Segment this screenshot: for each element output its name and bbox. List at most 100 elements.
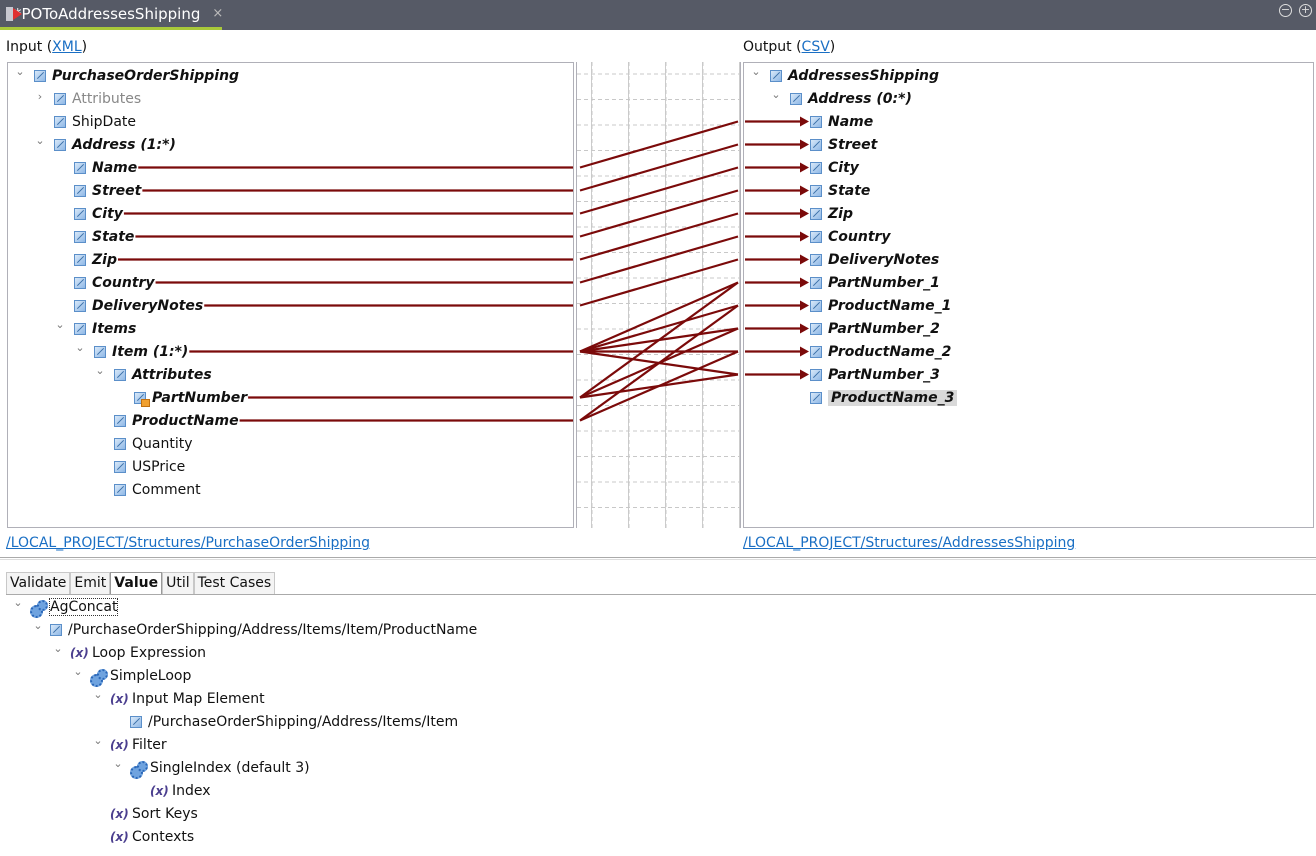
tree-label: DeliveryNotes [828, 251, 940, 268]
tab-validate[interactable]: Validate [6, 572, 71, 595]
tree-row-partnumber[interactable]: PartNumber [134, 386, 247, 409]
tree-row-items[interactable]: ⌄ Items [55, 317, 136, 340]
chevron-down-icon[interactable]: ⌄ [95, 364, 105, 377]
tree-row-name[interactable]: Name [74, 156, 137, 179]
tree-row-ocountry[interactable]: Country [810, 225, 891, 248]
variable-icon: (x) [150, 783, 169, 798]
value-tree-row[interactable]: ⌄ SimpleLoop [73, 664, 191, 687]
chevron-down-icon[interactable]: ⌄ [93, 688, 103, 701]
tree-row-zip[interactable]: Zip [74, 248, 117, 271]
element-icon [54, 138, 66, 151]
output-tree[interactable]: ⌄ AddressesShipping ⌄ Address (0:*) Name Stre… [743, 62, 1314, 528]
close-tab-icon[interactable]: × [212, 6, 224, 21]
chevron-down-icon[interactable]: ⌄ [73, 665, 83, 678]
panel-splitter[interactable] [0, 557, 1316, 560]
tree-row-iattrs[interactable]: ⌄ Attributes [95, 363, 211, 386]
tree-row-pos[interactable]: ⌄ PurchaseOrderShipping [15, 64, 239, 87]
tree-row-shipdate[interactable]: ShipDate [54, 110, 136, 133]
value-tree-row[interactable]: ⌄ AgConcat [13, 595, 119, 618]
element-icon [74, 276, 86, 289]
value-tree[interactable]: ⌄ AgConcat ⌄ /PurchaseOrderShipping/Address… [0, 595, 1316, 856]
tree-label: PartNumber_3 [828, 366, 940, 383]
tree-label: Address (0:*) [808, 90, 912, 107]
tree-row-pn3[interactable]: PartNumber_3 [810, 363, 940, 386]
tree-row-state[interactable]: State [74, 225, 134, 248]
tree-row-street[interactable]: Street [74, 179, 141, 202]
variable-icon: (x) [110, 829, 129, 844]
tree-label: USPrice [132, 458, 186, 475]
input-structure-path-link[interactable]: /LOCAL_PROJECT/Structures/PurchaseOrderS… [6, 535, 370, 551]
tab-emit[interactable]: Emit [70, 572, 111, 595]
tree-row-productname[interactable]: ProductName [114, 409, 239, 432]
tab-test-cases[interactable]: Test Cases [193, 572, 276, 595]
tree-label: Attributes [72, 90, 142, 107]
minimize-icon[interactable]: − [1279, 3, 1292, 17]
tree-row-ozip[interactable]: Zip [810, 202, 853, 225]
chevron-down-icon[interactable]: ⌄ [771, 88, 781, 101]
value-tree-row[interactable]: ⌄ (x) Loop Expression [53, 641, 206, 664]
output-structure-path-link[interactable]: /LOCAL_PROJECT/Structures/AddressesShipp… [743, 535, 1076, 551]
chevron-down-icon[interactable]: ⌄ [93, 734, 103, 747]
tree-row-attrs[interactable]: › Attributes [38, 87, 142, 110]
value-tree-row[interactable]: (x) Sort Keys [110, 802, 198, 825]
tree-row-ocity[interactable]: City [810, 156, 859, 179]
value-tree-row[interactable]: (x) Index [150, 779, 211, 802]
value-tree-row[interactable]: ⌄ (x) Input Map Element [93, 687, 264, 710]
tab-util[interactable]: Util [162, 572, 194, 595]
element-icon [770, 69, 782, 82]
chevron-down-icon[interactable]: ⌄ [15, 65, 25, 78]
tree-label: ShipDate [72, 113, 136, 130]
value-tree-row[interactable]: /PurchaseOrderShipping/Address/Items/Ite… [130, 710, 458, 733]
chevron-down-icon[interactable]: ⌄ [33, 619, 43, 632]
tree-row-address[interactable]: ⌄ Address (1:*) [35, 133, 175, 156]
tree-row-city[interactable]: City [74, 202, 123, 225]
chevron-down-icon[interactable]: ⌄ [53, 642, 63, 655]
chevron-right-icon[interactable]: › [37, 90, 43, 103]
tree-row-quantity[interactable]: Quantity [114, 432, 193, 455]
tree-row-pd3[interactable]: ProductName_3 [810, 386, 958, 409]
chevron-down-icon[interactable]: ⌄ [113, 757, 123, 770]
editor-tab[interactable]: *POToAddressesShipping × [0, 0, 224, 30]
value-tree-row[interactable]: (x) Contexts [110, 825, 194, 848]
tree-row-pn1[interactable]: PartNumber_1 [810, 271, 940, 294]
element-icon [114, 368, 126, 381]
tree-label: ProductName_1 [828, 297, 952, 314]
tree-row-comment[interactable]: Comment [114, 478, 201, 501]
tree-row-notes[interactable]: DeliveryNotes [74, 294, 203, 317]
input-tree[interactable]: ⌄ PurchaseOrderShipping › Attributes ShipDat… [7, 62, 574, 528]
tree-row-pd2[interactable]: ProductName_2 [810, 340, 951, 363]
tab-divider [6, 594, 1316, 595]
value-tree-label: AgConcat [48, 597, 119, 616]
function-gear-icon [130, 760, 148, 779]
tree-row-ostreet[interactable]: Street [810, 133, 877, 156]
tree-row-item[interactable]: ⌄ Item (1:*) [75, 340, 188, 363]
value-tree-row[interactable]: ⌄ (x) Filter [93, 733, 166, 756]
value-tree-label: Sort Keys [132, 805, 198, 822]
chevron-down-icon[interactable]: ⌄ [751, 65, 761, 78]
chevron-down-icon[interactable]: ⌄ [35, 134, 45, 147]
element-icon [810, 276, 822, 289]
value-tree-row[interactable]: ⌄ /PurchaseOrderShipping/Address/Items/It… [33, 618, 477, 641]
tree-row-oaddr[interactable]: ⌄ Address (0:*) [771, 87, 912, 110]
element-icon [810, 184, 822, 197]
input-type-link[interactable]: XML [52, 39, 82, 55]
tree-label: Street [828, 136, 878, 153]
chevron-down-icon[interactable]: ⌄ [75, 341, 85, 354]
tree-row-pn2[interactable]: PartNumber_2 [810, 317, 940, 340]
value-tree-row[interactable]: ⌄ SingleIndex (default 3) [113, 756, 310, 779]
tree-row-usprice[interactable]: USPrice [114, 455, 185, 478]
maximize-icon[interactable]: + [1299, 3, 1312, 17]
tree-row-oname[interactable]: Name [810, 110, 873, 133]
tree-label: Country [828, 228, 891, 245]
tree-row-ostate[interactable]: State [810, 179, 870, 202]
tree-row-country[interactable]: Country [74, 271, 155, 294]
tree-row-onotes[interactable]: DeliveryNotes [810, 248, 939, 271]
chevron-down-icon[interactable]: ⌄ [55, 318, 65, 331]
chevron-down-icon[interactable]: ⌄ [13, 596, 23, 609]
tree-label: Name [828, 113, 874, 130]
tree-row-as[interactable]: ⌄ AddressesShipping [751, 64, 939, 87]
tab-value[interactable]: Value [110, 572, 163, 595]
output-type-link[interactable]: CSV [801, 39, 830, 55]
variable-icon: (x) [110, 737, 129, 752]
tree-row-pd1[interactable]: ProductName_1 [810, 294, 951, 317]
